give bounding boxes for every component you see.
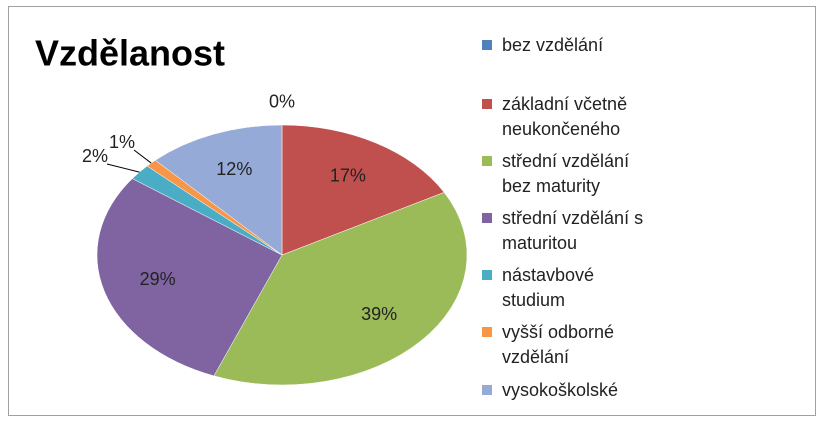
legend-label: vysokoškolské — [502, 380, 619, 400]
legend-label: střední vzdělání s maturitou — [502, 208, 644, 253]
legend-swatch — [482, 385, 492, 395]
data-label: 17% — [330, 165, 366, 185]
leader-line — [106, 163, 140, 173]
data-label: 12% — [216, 159, 252, 179]
legend-swatch — [482, 40, 492, 50]
data-label: 2% — [82, 146, 108, 166]
chart-frame — [8, 6, 816, 416]
pie-slice — [96, 178, 283, 377]
pie-slice — [281, 124, 445, 256]
legend-swatch — [482, 270, 492, 280]
legend-item: střední vzdělání bez maturity — [482, 149, 656, 199]
legend-item: vyšší odborné vzdělání — [482, 320, 656, 370]
legend-swatch — [482, 156, 492, 166]
legend-swatch — [482, 327, 492, 337]
pie-slice — [213, 192, 468, 386]
legend-item: bez vzdělání — [482, 33, 656, 58]
pie-slice — [154, 124, 283, 256]
legend-item: vysokoškolské — [482, 378, 656, 403]
legend-label: střední vzdělání bez maturity — [502, 151, 630, 196]
data-label: 29% — [140, 269, 176, 289]
chart-title: Vzdělanost — [35, 33, 225, 74]
data-label: 0% — [269, 92, 295, 112]
legend-item: střední vzdělání s maturitou — [482, 206, 656, 256]
data-label: 39% — [361, 304, 397, 324]
legend-label: vyšší odborné vzdělání — [502, 322, 615, 367]
legend-swatch — [482, 213, 492, 223]
legend-item: základní včetně neukončeného — [482, 92, 656, 142]
legend-item: nástavbové studium — [482, 263, 656, 313]
leader-line — [133, 149, 152, 164]
legend-label: nástavbové studium — [502, 265, 595, 310]
legend-label: bez vzdělání — [502, 35, 604, 55]
data-label: 1% — [109, 132, 135, 152]
legend-swatch — [482, 99, 492, 109]
legend-label: základní včetně neukončeného — [502, 94, 628, 139]
